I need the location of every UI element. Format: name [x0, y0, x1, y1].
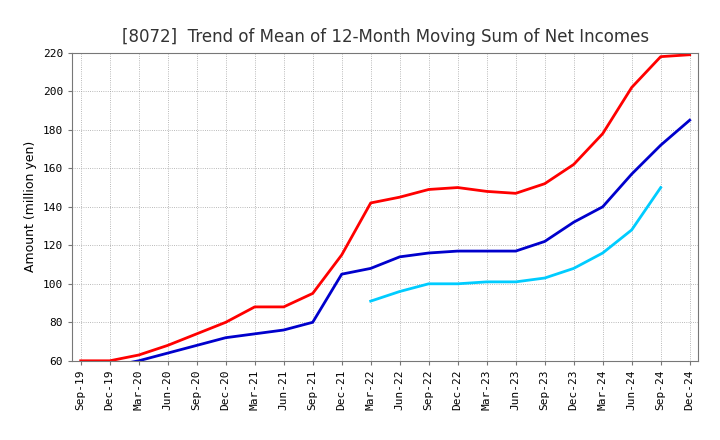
Title: [8072]  Trend of Mean of 12-Month Moving Sum of Net Incomes: [8072] Trend of Mean of 12-Month Moving …	[122, 28, 649, 46]
Y-axis label: Amount (million yen): Amount (million yen)	[24, 141, 37, 272]
